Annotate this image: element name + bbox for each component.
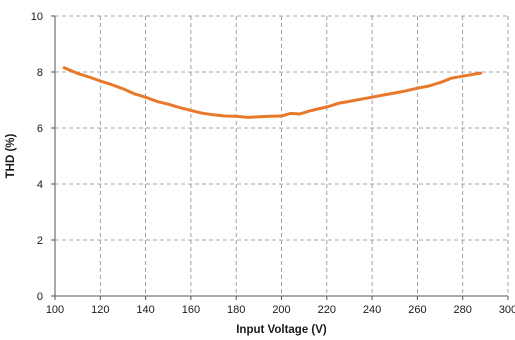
series-layer xyxy=(62,66,483,119)
axes xyxy=(51,15,509,300)
y-axis-title: THD (%) xyxy=(5,133,17,178)
x-tick-label: 160 xyxy=(182,304,200,316)
y-tick-label: 0 xyxy=(37,291,43,303)
x-tick-label: 220 xyxy=(318,304,336,316)
thd-series-line xyxy=(62,66,483,119)
x-tick-label: 180 xyxy=(227,304,245,316)
x-tick-label: 280 xyxy=(454,304,472,316)
grid-lines xyxy=(55,15,509,296)
x-tick-label: 140 xyxy=(136,304,154,316)
x-tick-label: 240 xyxy=(363,304,381,316)
x-tick-label: 300 xyxy=(499,304,515,316)
y-tick-label: 10 xyxy=(31,11,43,23)
tick-labels: 100 120 140 160 180 200 220 240 260 280 300 0 2 4 6 8 10 xyxy=(31,11,515,316)
y-tick-label: 4 xyxy=(37,179,43,191)
x-tick-label: 260 xyxy=(408,304,426,316)
x-tick-label: 120 xyxy=(91,304,109,316)
y-tick-label: 6 xyxy=(37,123,43,135)
x-tick-label: 200 xyxy=(272,304,290,316)
x-tick-label: 100 xyxy=(46,304,64,316)
y-tick-label: 2 xyxy=(37,235,43,247)
x-axis-title: Input Voltage (V) xyxy=(236,324,327,336)
y-tick-label: 8 xyxy=(37,67,43,79)
